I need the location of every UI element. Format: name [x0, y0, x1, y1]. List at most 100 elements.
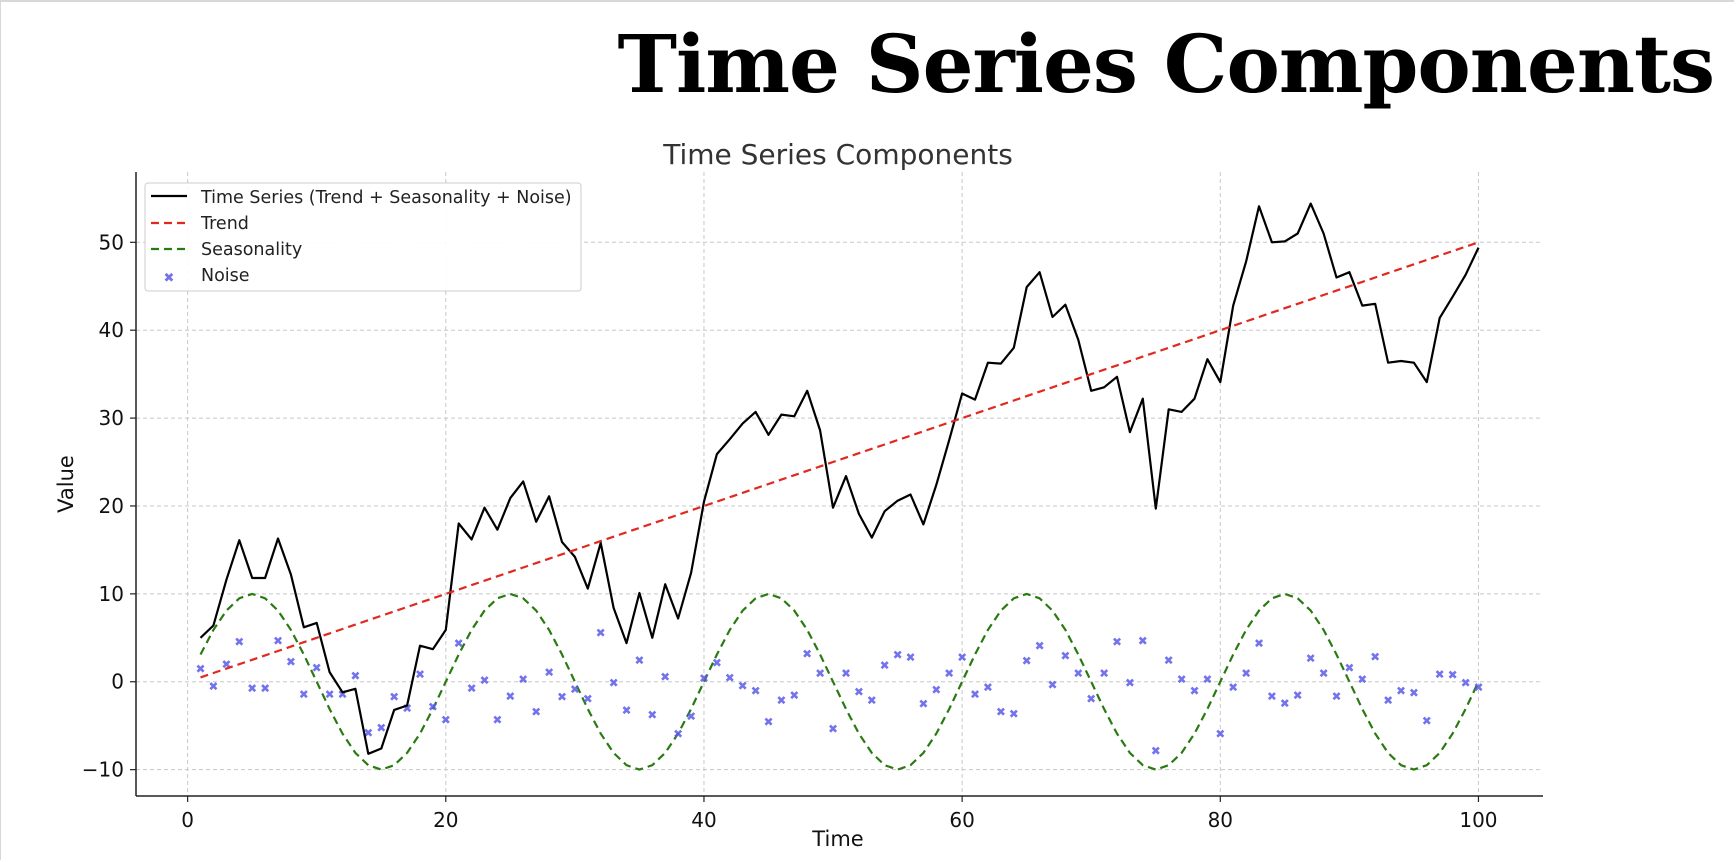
x-tick-label: 40 — [691, 808, 716, 832]
noise-point: ✖ — [828, 722, 838, 736]
noise-point: ✖ — [441, 713, 451, 727]
noise-point: ✖ — [221, 658, 231, 672]
noise-point: ✖ — [1435, 667, 1445, 681]
noise-point: ✖ — [1267, 689, 1277, 703]
noise-point: ✖ — [1177, 673, 1187, 687]
noise-point: ✖ — [1125, 676, 1135, 690]
noise-point: ✖ — [415, 667, 425, 681]
y-axis-label: Value — [54, 455, 78, 513]
noise-point: ✖ — [776, 694, 786, 708]
legend-label-trend: Trend — [200, 214, 249, 234]
noise-point: ✖ — [957, 651, 967, 665]
x-tick-label: 80 — [1208, 808, 1233, 832]
legend-box — [144, 182, 582, 292]
noise-point: ✖ — [1293, 688, 1303, 702]
noise-point: ✖ — [1448, 668, 1458, 682]
noise-point: ✖ — [1164, 653, 1174, 667]
legend-label-seasonality: Seasonality — [201, 240, 302, 260]
noise-point: ✖ — [544, 666, 554, 680]
time-series-line — [199, 202, 1480, 755]
noise-point: ✖ — [1331, 689, 1341, 703]
noise-point: ✖ — [557, 690, 567, 704]
noise-point: ✖ — [325, 688, 335, 702]
noise-point: ✖ — [492, 713, 502, 727]
noise-point: ✖ — [273, 634, 283, 648]
noise-point: ✖ — [815, 667, 825, 681]
noise-point: ✖ — [905, 651, 915, 665]
noise-point: ✖ — [1473, 681, 1483, 695]
noise-point: ✖ — [1215, 727, 1225, 741]
x-tick-label: 100 — [1459, 808, 1497, 832]
noise-point: ✖ — [1151, 744, 1161, 758]
y-tick-label: 30 — [99, 406, 124, 430]
noise-point: ✖ — [247, 681, 257, 695]
noise-point: ✖ — [1035, 639, 1045, 653]
noise-point: ✖ — [1073, 667, 1083, 681]
legend-item-seasonality: Seasonality — [151, 240, 302, 260]
noise-point: ✖ — [918, 697, 928, 711]
legend-item-series: Time Series (Trend + Seasonality + Noise… — [151, 188, 572, 208]
noise-point: ✖ — [1357, 673, 1367, 687]
noise-point: ✖ — [789, 688, 799, 702]
noise-point: ✖ — [596, 626, 606, 640]
noise-point: ✖ — [738, 679, 748, 693]
noise-point: ✖ — [1461, 676, 1471, 690]
seasonality-line — [199, 592, 1480, 771]
noise-point: ✖ — [660, 670, 670, 684]
noise-point: ✖ — [350, 669, 360, 683]
noise-point: ✖ — [1022, 654, 1032, 668]
x-tick-label: 0 — [181, 808, 194, 832]
x-ticks: 0 20 40 60 80 100 — [181, 796, 1498, 832]
noise-point: ✖ — [634, 653, 644, 667]
x-tick-label: 20 — [433, 808, 458, 832]
noise-point: ✖ — [518, 673, 528, 687]
noise-point: ✖ — [647, 708, 657, 722]
noise-point: ✖ — [286, 655, 296, 669]
noise-point: ✖ — [1370, 650, 1380, 664]
noise-point: ✖ — [983, 681, 993, 695]
noise-point: ✖ — [944, 667, 954, 681]
page-title: Time Series Components — [617, 17, 1715, 111]
legend-swatch-noise: ✖ — [164, 271, 175, 286]
noise-point: ✖ — [1409, 686, 1419, 700]
noise-point: ✖ — [337, 688, 347, 702]
noise-point: ✖ — [712, 656, 722, 670]
noise-point: ✖ — [1189, 684, 1199, 698]
noise-point: ✖ — [1228, 681, 1238, 695]
noise-point: ✖ — [531, 705, 541, 719]
legend: Time Series (Trend + Seasonality + Noise… — [144, 182, 582, 292]
noise-markers: ✖✖✖✖✖ ✖✖✖✖✖✖ ✖✖✖ ✖✖✖✖✖✖✖✖✖✖✖✖✖✖✖✖✖✖✖✖✖✖✖✖✖✖… — [195, 626, 1483, 758]
noise-point: ✖ — [673, 727, 683, 741]
noise-point: ✖ — [583, 692, 593, 706]
noise-point: ✖ — [609, 676, 619, 690]
noise-point: ✖ — [751, 684, 761, 698]
noise-point: ✖ — [505, 689, 515, 703]
noise-point: ✖ — [1344, 661, 1354, 675]
noise-point: ✖ — [1254, 637, 1264, 651]
noise-point: ✖ — [260, 681, 270, 695]
x-tick-label: 60 — [949, 808, 974, 832]
noise-point: ✖ — [763, 715, 773, 729]
noise-point: ✖ — [686, 710, 696, 724]
noise-point: ✖ — [996, 705, 1006, 719]
chart-title: Time Series Components — [662, 138, 1013, 171]
noise-point: ✖ — [363, 726, 373, 740]
noise-point: ✖ — [970, 688, 980, 702]
noise-point: ✖ — [234, 635, 244, 649]
noise-point: ✖ — [1280, 696, 1290, 710]
noise-point: ✖ — [841, 667, 851, 681]
noise-point: ✖ — [1241, 667, 1251, 681]
noise-point: ✖ — [454, 637, 464, 651]
noise-point: ✖ — [312, 661, 322, 675]
noise-point: ✖ — [1047, 678, 1057, 692]
noise-point: ✖ — [467, 681, 477, 695]
noise-point: ✖ — [195, 662, 205, 676]
noise-point: ✖ — [1319, 667, 1329, 681]
noise-point: ✖ — [1422, 714, 1432, 728]
x-axis-label: Time — [811, 827, 863, 851]
noise-point: ✖ — [1086, 692, 1096, 706]
noise-point: ✖ — [376, 721, 386, 735]
noise-point: ✖ — [931, 683, 941, 697]
y-tick-label: −10 — [82, 758, 124, 782]
